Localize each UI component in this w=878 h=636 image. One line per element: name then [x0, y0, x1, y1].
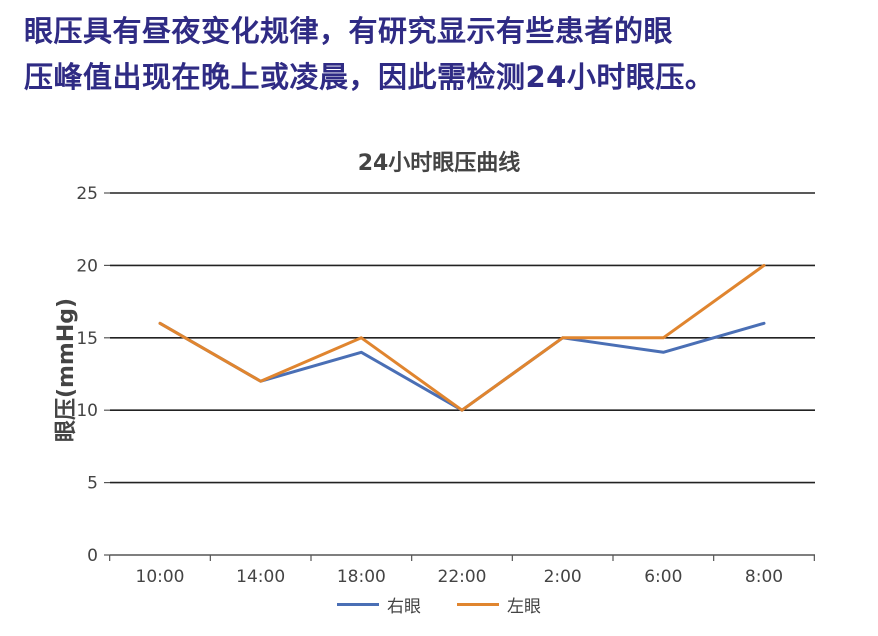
y-tick-label-10: 10	[76, 401, 98, 421]
x-tick-label-3: 22:00	[438, 567, 487, 587]
y-tick-label-5: 5	[87, 474, 98, 494]
headline-line-2: 压峰值出现在晚上或凌晨，因此需检测24小时眼压。	[24, 60, 715, 94]
series-lines	[158, 263, 766, 412]
gridlines	[110, 192, 815, 484]
y-tick-label-0: 0	[87, 546, 98, 566]
x-tick-label-6: 8:00	[745, 567, 783, 587]
x-tick-label-2: 18:00	[337, 567, 386, 587]
y-tick-label-15: 15	[76, 329, 98, 349]
legend: 右眼 左眼	[0, 592, 878, 617]
series-line-0	[158, 321, 766, 412]
tick-labels: 0 5 10 15 20 25 10:00 14:00 18:00 22:00 2:00 6:00 8:…	[76, 184, 783, 587]
headline-line-1: 眼压具有昼夜变化规律，有研究显示有些患者的眼	[24, 14, 674, 48]
y-tick-label-20: 20	[76, 256, 98, 276]
x-tick-label-4: 2:00	[544, 567, 582, 587]
headline: 眼压具有昼夜变化规律，有研究显示有些患者的眼 压峰值出现在晚上或凌晨，因此需检测…	[24, 8, 864, 100]
legend-swatch-0	[337, 603, 379, 606]
legend-swatch-1	[457, 603, 499, 606]
legend-item-1: 左眼	[457, 592, 541, 617]
legend-label-0: 右眼	[387, 597, 421, 617]
legend-item-0: 右眼	[337, 592, 421, 617]
y-tick-label-25: 25	[76, 184, 98, 204]
x-tick-label-1: 14:00	[236, 567, 285, 587]
series-line-1	[158, 263, 766, 412]
chart-title: 24小时眼压曲线	[357, 151, 521, 176]
x-tick-label-5: 6:00	[644, 567, 682, 587]
x-tick-label-0: 10:00	[136, 567, 185, 587]
legend-label-1: 左眼	[507, 597, 541, 617]
axes	[104, 192, 815, 561]
